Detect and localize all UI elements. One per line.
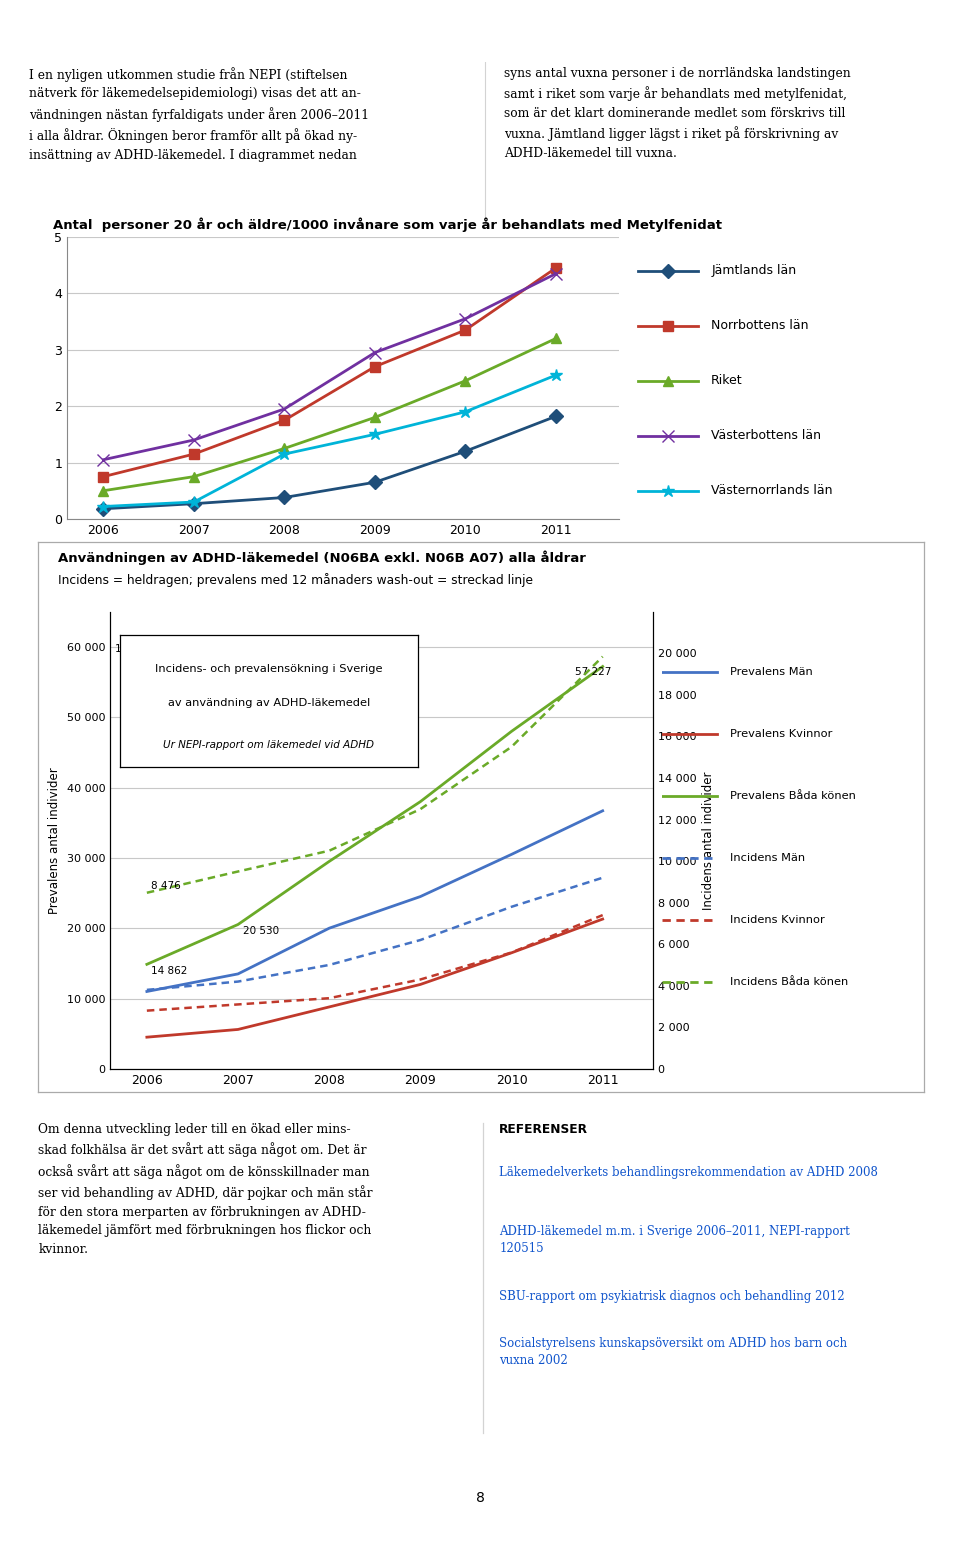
- Text: 14 862: 14 862: [152, 967, 188, 976]
- Text: I en nyligen utkommen studie från NEPI (stiftelsen
nätverk för läkemedelsepidemi: I en nyligen utkommen studie från NEPI (…: [29, 67, 369, 161]
- Jämtlands län: [369, 472, 380, 491]
- Riket: [188, 468, 200, 486]
- Norrbottens län: [460, 321, 471, 339]
- Line: Västerbottens län: Västerbottens län: [97, 268, 563, 466]
- Text: JÄMTmedel 2/12: JÄMTmedel 2/12: [416, 19, 544, 36]
- Text: Socialstyrelsens kunskapsöversikt om ADHD hos barn och
vuxna 2002: Socialstyrelsens kunskapsöversikt om ADH…: [499, 1337, 848, 1366]
- Text: Ur NEPI-rapport om läkemedel vid ADHD: Ur NEPI-rapport om läkemedel vid ADHD: [163, 740, 374, 750]
- Jämtlands län: [278, 488, 290, 507]
- Norrbottens län: [369, 358, 380, 376]
- Text: Läkemedelverkets behandlingsrekommendation av ADHD 2008: Läkemedelverkets behandlingsrekommendati…: [499, 1166, 878, 1179]
- Riket: [369, 407, 380, 426]
- Västernorrlands län: [369, 424, 380, 443]
- Jämtlands län: [550, 407, 562, 426]
- Text: Incidens Båda könen: Incidens Båda könen: [730, 976, 848, 987]
- Text: Incidens Män: Incidens Män: [730, 853, 804, 863]
- Text: 57 227: 57 227: [575, 668, 612, 677]
- Västernorrlands län: [188, 493, 200, 511]
- Line: Västernorrlands län: Västernorrlands län: [97, 369, 563, 513]
- Västernorrlands län: [278, 445, 290, 463]
- Västerbottens län: [550, 265, 562, 283]
- Text: 8: 8: [475, 1490, 485, 1506]
- Text: 8 476: 8 476: [152, 880, 181, 891]
- Västerbottens län: [460, 310, 471, 328]
- Norrbottens län: [188, 445, 200, 463]
- Y-axis label: Prevalens antal individer: Prevalens antal individer: [48, 767, 61, 914]
- Text: Prevalens Kvinnor: Prevalens Kvinnor: [730, 730, 832, 739]
- Riket: [98, 482, 109, 500]
- Text: Prevalens Båda könen: Prevalens Båda könen: [730, 792, 855, 801]
- Text: Incidens Kvinnor: Incidens Kvinnor: [730, 915, 825, 925]
- Text: Riket: Riket: [711, 375, 743, 387]
- Jämtlands län: [460, 441, 471, 460]
- Line: Norrbottens län: Norrbottens län: [99, 263, 561, 482]
- Västerbottens län: [188, 431, 200, 449]
- Text: Jämtlands län: Jämtlands län: [711, 265, 796, 277]
- Text: SBU-rapport om psykiatrisk diagnos och behandling 2012: SBU-rapport om psykiatrisk diagnos och b…: [499, 1290, 845, 1303]
- Text: Incidens- och prevalensökning i Sverige: Incidens- och prevalensökning i Sverige: [156, 665, 382, 674]
- Norrbottens län: [98, 468, 109, 486]
- Riket: [550, 330, 562, 349]
- Norrbottens län: [550, 259, 562, 277]
- Text: ADHD-läkemedel m.m. i Sverige 2006–2011, NEPI-rapport
120515: ADHD-läkemedel m.m. i Sverige 2006–2011,…: [499, 1225, 850, 1255]
- Norrbottens län: [278, 410, 290, 429]
- Västernorrlands län: [98, 497, 109, 516]
- Text: Incidens = heldragen; prevalens med 12 månaders wash-out = streckad linje: Incidens = heldragen; prevalens med 12 m…: [58, 573, 533, 587]
- Text: Prevalens Män: Prevalens Män: [730, 668, 812, 677]
- Line: Jämtlands län: Jämtlands län: [99, 412, 561, 514]
- Text: av användning av ADHD-läkemedel: av användning av ADHD-läkemedel: [168, 699, 370, 708]
- Text: Om denna utveckling leder till en ökad eller mins-
skad folkhälsa är det svårt a: Om denna utveckling leder till en ökad e…: [38, 1123, 372, 1256]
- Västernorrlands län: [550, 366, 562, 384]
- Västerbottens län: [278, 400, 290, 418]
- Text: Antal  personer 20 år och äldre/1000 invånare som varje år behandlats med Metylf: Antal personer 20 år och äldre/1000 invå…: [53, 218, 722, 232]
- Text: Västernorrlands län: Västernorrlands län: [711, 485, 832, 497]
- Line: Riket: Riket: [99, 333, 561, 496]
- Y-axis label: Incidens antal individer: Incidens antal individer: [702, 771, 715, 909]
- Riket: [460, 372, 471, 390]
- Västernorrlands län: [460, 403, 471, 421]
- Jämtlands län: [188, 494, 200, 513]
- Text: 19 845: 19 845: [115, 644, 152, 655]
- Text: Användningen av ADHD-läkemedel (N06BA exkl. N06B A07) alla åldrar: Användningen av ADHD-läkemedel (N06BA ex…: [58, 551, 586, 565]
- Västerbottens län: [369, 344, 380, 362]
- Västerbottens län: [98, 451, 109, 469]
- Riket: [278, 440, 290, 459]
- Jämtlands län: [98, 499, 109, 517]
- Text: Norrbottens län: Norrbottens län: [711, 319, 808, 333]
- Text: Västerbottens län: Västerbottens län: [711, 429, 821, 443]
- Text: REFERENSER: REFERENSER: [499, 1123, 588, 1135]
- Text: 20 530: 20 530: [243, 926, 278, 936]
- Text: syns antal vuxna personer i de norrländska landstingen
samt i riket som varje år: syns antal vuxna personer i de norrländs…: [504, 67, 851, 160]
